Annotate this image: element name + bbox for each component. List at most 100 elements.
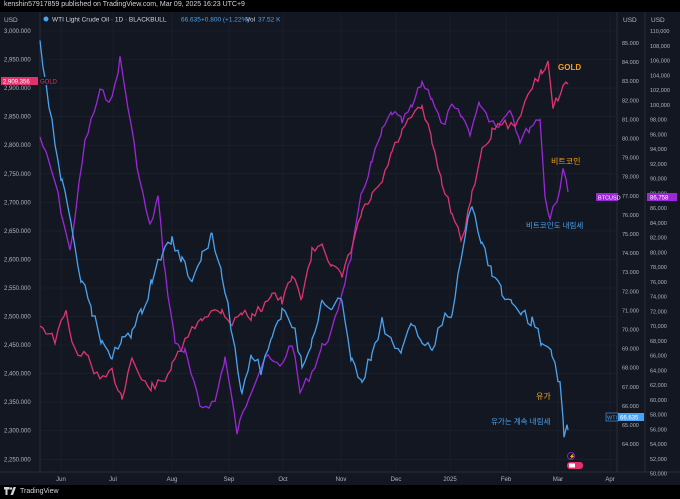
btc-axis-tick-label: 72,000 (650, 309, 667, 315)
oil-axis-tick-label: 79.000 (622, 156, 639, 162)
time-axis-label: Sep (224, 477, 235, 483)
oil-tag-name: WTI (607, 416, 618, 422)
btc-axis-tick-label: 50,000 (650, 472, 667, 478)
time-axis-label: Aug (167, 477, 178, 483)
chart-canvas[interactable]: 3,000.000 2,950.000 2,900.000 2,850.000 2,80… (0, 12, 680, 485)
oil-axis-unit: USD (623, 17, 637, 24)
oil-axis-tick-label: 74.000 (622, 251, 639, 257)
btc-axis-tick-label: 94,000 (650, 147, 667, 153)
gold-tag-name: GOLD (40, 80, 58, 86)
legend-price: 66.635 (181, 17, 201, 24)
btc-axis-tick-label: 106,000 (650, 59, 670, 65)
bitcoin-series-line (39, 56, 569, 435)
left-axis-tick-label: 2,300.000 (4, 429, 31, 435)
oil-axis-tick-label: 75.000 (622, 232, 639, 238)
left-axis-tick-label: 2,400.000 (4, 372, 31, 378)
btc-axis-tick-label: 82,000 (650, 236, 667, 242)
left-axis-tick-label: 2,500.000 (4, 315, 31, 321)
gold-tag-value: 2,909.356 (3, 80, 30, 86)
legend: WTI Light Crude Oil · 1D · BLACKBULL 66.… (43, 16, 281, 24)
oil-axis-tick-label: 83.000 (622, 79, 639, 85)
btc-tag-value: 86,758 (650, 196, 669, 202)
btc-price-tag: BTCUSD 86,758 (596, 193, 677, 202)
btc-axis-tick-label: 70,000 (650, 324, 667, 330)
tradingview-logo-icon (4, 487, 16, 495)
oil-axis-tick-label: 67.000 (622, 385, 639, 391)
time-axis-labels: Jun Jul Aug Sep Oct Nov Dec 2025 Feb Mar Apr (56, 477, 615, 483)
btc-axis-tick-label: 92,000 (650, 162, 667, 168)
left-axis-tick-label: 2,700.000 (4, 200, 31, 206)
time-axis-label: Jun (56, 477, 66, 483)
left-axis-unit: USD (4, 17, 18, 24)
btc-axis-tick-label: 80,000 (650, 250, 667, 256)
bitcoin-annotation: 비트코인 (551, 156, 580, 166)
left-axis-tick-label: 2,950.000 (4, 58, 31, 64)
btc-axis-tick-label: 78,000 (650, 265, 667, 271)
time-axis-label: Apr (605, 477, 614, 483)
oil-axis-tick-label: 72.000 (622, 289, 639, 295)
left-axis-tick-label: 2,550.000 (4, 286, 31, 292)
oil-axis-tick-label: 84.000 (622, 60, 639, 66)
left-axis-tick-label: 2,800.000 (4, 143, 31, 149)
chart-background (0, 12, 680, 485)
btc-axis-tick-label: 62,000 (650, 383, 667, 389)
tradingview-logo[interactable]: TradingView (4, 487, 59, 495)
gold-price-tag: 2,909.356 GOLD (1, 77, 58, 86)
btc-axis-unit: USD (651, 17, 665, 24)
btc-axis-tick-label: 66,000 (650, 354, 667, 360)
btc-axis-tick-label: 86,000 (650, 206, 667, 212)
btc-axis-tick-label: 104,000 (650, 73, 670, 79)
btc-axis-tick-label: 76,000 (650, 280, 667, 286)
btc-axis-tick-label: 58,000 (650, 413, 667, 419)
btc-axis-tick-label: 64,000 (650, 368, 667, 374)
oil-axis-tick-label: 73.000 (622, 270, 639, 276)
publish-header-bar: kenshin57917859 published on TradingView… (0, 0, 680, 12)
btc-axis-tick-label: 52,000 (650, 457, 667, 463)
btc-axis-tick-label: 56,000 (650, 427, 667, 433)
legend-change: +0.800 (+1.22%) (201, 17, 249, 24)
bitcoin-trend-annotation: 비트코인도 내림세 (526, 220, 583, 230)
left-axis-tick-label: 2,650.000 (4, 229, 31, 235)
event-marker-icon[interactable] (567, 452, 575, 460)
oil-axis-tick-label: 82.000 (622, 98, 639, 104)
svg-text:⚡: ⚡ (569, 453, 575, 460)
oil-axis-tick-label: 76.000 (622, 213, 639, 219)
footer-bar: TradingView (0, 485, 680, 499)
left-axis-tick-label: 2,900.000 (4, 86, 31, 92)
btc-axis-tick-label: 98,000 (650, 118, 667, 124)
btc-axis-tick-label: 54,000 (650, 442, 667, 448)
tradingview-brand: TradingView (20, 487, 59, 495)
gold-series-line (39, 60, 569, 400)
btc-axis-tick-label: 110,000 (650, 29, 669, 35)
oil-trend-annotation: 유가는 계속 내림세 (491, 416, 550, 426)
time-axis-label: Mar (553, 477, 563, 483)
time-axis-label: 2025 (443, 477, 457, 483)
oil-axis-tick-label: 80.000 (622, 137, 639, 143)
time-axis-label: Nov (336, 477, 347, 483)
oil-axis-tick-label: 77.000 (622, 194, 639, 200)
legend-symbol: WTI Light Crude Oil · 1D · BLACKBULL (52, 17, 167, 24)
chart-area[interactable]: 3,000.000 2,950.000 2,900.000 2,850.000 2,80… (0, 12, 680, 485)
legend-volume-label: Vol (246, 17, 256, 24)
btc-axis-tick-label: 102,000 (650, 88, 670, 94)
oil-axis-tick-label: 78.000 (622, 175, 639, 181)
gold-annotation: GOLD (558, 63, 581, 72)
left-axis-tick-label: 2,750.000 (4, 172, 31, 178)
oil-axis-tick-label: 65.000 (622, 423, 639, 429)
legend-dot (43, 16, 49, 22)
time-axis-label: Jul (109, 477, 117, 483)
time-axis-label: Oct (278, 477, 288, 483)
btc-axis-tick-label: 74,000 (650, 295, 667, 301)
oil-axis-tick-label: 69.000 (622, 347, 639, 353)
oil-axis-tick-label: 85.000 (622, 41, 639, 47)
oil-axis-tick-label: 81.000 (622, 117, 639, 123)
left-axis-tick-label: 2,600.000 (4, 257, 31, 263)
btc-axis-tick-label: 108,000 (650, 44, 670, 50)
oil-axis-ticks: 85.000 84.000 83.000 82.000 81.000 80.000 79.0… (622, 41, 639, 448)
legend-volume: 37.52 K (258, 17, 281, 24)
btc-tag-name: BTCUSD (598, 196, 621, 202)
oil-tag-value: 66.635 (620, 416, 639, 422)
btc-axis-tick-label: 96,000 (650, 132, 667, 138)
event-markers[interactable]: ⚡ (567, 452, 583, 470)
btc-axis-tick-label: 60,000 (650, 398, 667, 404)
